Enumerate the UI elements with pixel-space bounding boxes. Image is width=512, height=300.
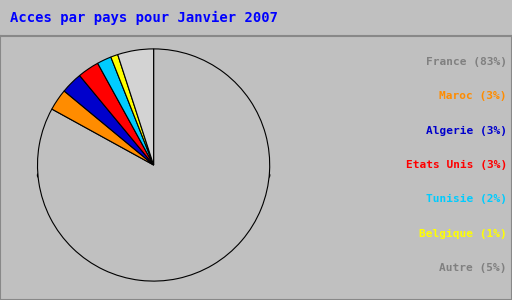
Text: Algerie (3%): Algerie (3%) (426, 126, 507, 136)
Wedge shape (37, 49, 270, 281)
Wedge shape (64, 76, 154, 165)
Wedge shape (111, 55, 154, 165)
Text: Etats Unis (3%): Etats Unis (3%) (406, 160, 507, 170)
Text: Tunisie (2%): Tunisie (2%) (426, 194, 507, 204)
Wedge shape (79, 63, 154, 165)
Text: France (83%): France (83%) (426, 57, 507, 67)
Text: Acces par pays pour Janvier 2007: Acces par pays pour Janvier 2007 (10, 11, 278, 25)
Text: Maroc (3%): Maroc (3%) (439, 92, 507, 101)
Wedge shape (52, 91, 154, 165)
Text: Autre (5%): Autre (5%) (439, 263, 507, 273)
Ellipse shape (37, 158, 270, 193)
Wedge shape (118, 49, 154, 165)
Text: Belgique (1%): Belgique (1%) (419, 229, 507, 238)
Wedge shape (98, 57, 154, 165)
